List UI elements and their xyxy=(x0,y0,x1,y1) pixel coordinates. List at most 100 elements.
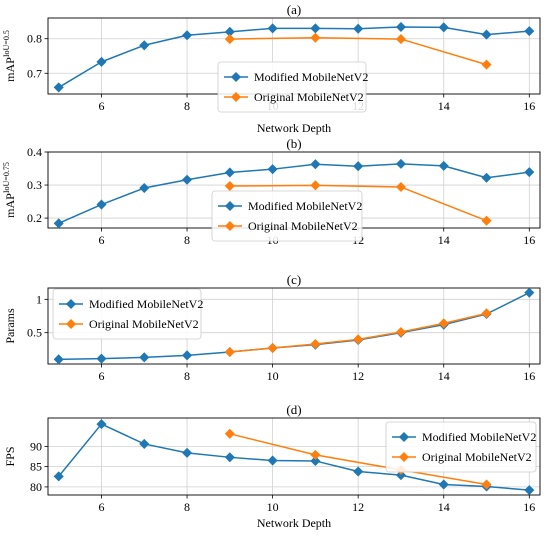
data-point-modified xyxy=(53,82,64,93)
chart-title: (a) xyxy=(287,2,301,17)
y-tick-label: 0.7 xyxy=(27,66,42,80)
data-point-original xyxy=(438,318,449,329)
y-tick-label: 1 xyxy=(36,292,42,306)
data-point-modified xyxy=(395,470,406,481)
x-tick-label: 6 xyxy=(98,233,104,247)
data-point-modified xyxy=(53,354,64,365)
legend-swatch-marker xyxy=(65,298,77,310)
legend-label: Original MobileNetV2 xyxy=(422,450,532,464)
x-tick-label: 6 xyxy=(98,99,104,113)
data-point-modified xyxy=(139,438,150,449)
y-axis-label: mAPIoU=0.75 xyxy=(2,162,17,218)
x-axis-label: Network Depth xyxy=(257,516,331,530)
y-tick-label: 85 xyxy=(30,460,42,474)
x-tick-label: 14 xyxy=(438,369,450,383)
data-point-original xyxy=(395,326,406,338)
x-tick-label: 14 xyxy=(438,500,450,514)
legend-label: Original MobileNetV2 xyxy=(248,219,358,233)
x-tick-label: 10 xyxy=(267,369,279,383)
data-point-original xyxy=(224,346,235,358)
series-line-modified xyxy=(58,423,530,491)
legend: Modified MobileNetV2 Original MobileNetV2 xyxy=(385,421,537,473)
data-point-original xyxy=(353,334,364,345)
data-point-original xyxy=(310,449,321,460)
legend-box xyxy=(211,190,363,242)
y-axis-label-superscript: IoU=0.5 xyxy=(2,30,11,57)
y-axis-label-main: FPS xyxy=(3,446,17,466)
legend-swatch-marker xyxy=(230,71,242,83)
x-tick-label: 8 xyxy=(184,369,190,383)
legend-label: Original MobileNetV2 xyxy=(254,90,364,104)
data-point-modified xyxy=(96,56,107,67)
chart-title: (d) xyxy=(286,402,301,417)
x-tick-label: 14 xyxy=(438,233,450,247)
y-tick-label: 0.5 xyxy=(27,326,42,340)
chart-panel: 6 8 10 12 14 16 0.5 1 (c) Params Modified MobileNe… xyxy=(3,272,541,383)
data-point-original xyxy=(224,34,235,45)
legend-swatch-marker xyxy=(65,318,77,330)
data-point-modified xyxy=(96,419,107,430)
legend-label: Modified MobileNetV2 xyxy=(89,297,203,311)
legend-label: Modified MobileNetV2 xyxy=(422,430,536,444)
data-point-modified xyxy=(310,455,321,466)
data-point-modified xyxy=(96,199,107,210)
x-tick-label: 10 xyxy=(267,500,279,514)
data-point-modified xyxy=(524,287,535,298)
data-point-original xyxy=(395,34,406,45)
data-point-original xyxy=(481,308,492,319)
data-point-modified xyxy=(53,218,64,229)
legend-box xyxy=(217,61,367,113)
legend-swatch-marker xyxy=(224,200,236,212)
data-point-modified xyxy=(353,466,364,477)
x-tick-label: 8 xyxy=(184,233,190,247)
plot-frame xyxy=(47,287,541,365)
series-line-modified xyxy=(58,26,530,89)
legend-swatch-marker xyxy=(398,431,410,443)
x-axis-label: Network Depth xyxy=(257,121,331,135)
legend-swatch-marker xyxy=(230,91,242,103)
data-point-modified xyxy=(224,167,235,178)
y-axis-label: mAPIoU=0.5 xyxy=(2,30,17,82)
x-tick-label: 14 xyxy=(438,99,450,113)
data-point-modified xyxy=(481,29,492,40)
x-tick-label: 16 xyxy=(523,369,535,383)
x-tick-label: 8 xyxy=(184,99,190,113)
y-tick-label: 0.3 xyxy=(27,178,42,192)
data-point-original xyxy=(481,59,492,70)
x-tick-label: 12 xyxy=(352,500,364,514)
legend-label: Modified MobileNetV2 xyxy=(248,199,362,213)
data-point-original xyxy=(481,215,492,226)
data-point-modified xyxy=(524,167,535,178)
data-point-modified xyxy=(182,447,193,458)
series-line-original xyxy=(229,433,487,486)
data-point-original xyxy=(310,180,321,191)
data-point-original xyxy=(395,182,406,193)
y-tick-label: 90 xyxy=(30,439,42,453)
data-point-modified xyxy=(182,174,193,185)
legend-box xyxy=(52,288,202,340)
y-axis-label-superscript: IoU=0.75 xyxy=(2,162,11,193)
data-point-original xyxy=(267,342,278,354)
data-point-modified xyxy=(139,182,150,194)
data-point-modified xyxy=(310,23,321,34)
chart-panel: 68101214160.20.30.4(b)mAPIoU=0.75Modifie… xyxy=(2,136,541,247)
chart-title: (b) xyxy=(286,136,301,151)
x-tick-label: 8 xyxy=(184,500,190,514)
data-point-modified xyxy=(481,172,492,183)
legend: Modified MobileNetV2 Original MobileNetV2 xyxy=(217,61,368,113)
data-point-modified xyxy=(438,22,449,33)
data-point-modified xyxy=(438,479,449,490)
chart-panel: 6 8 10 12 14 16 80 85 90 (d) FPS Network Depth Modif… xyxy=(3,402,541,530)
plot-frame xyxy=(47,417,541,496)
data-point-modified xyxy=(395,158,406,169)
data-point-original xyxy=(224,181,235,192)
legend-label: Original MobileNetV2 xyxy=(89,317,199,331)
y-tick-label: 0.4 xyxy=(27,145,42,159)
data-point-modified xyxy=(438,160,449,171)
y-axis-label-main: Params xyxy=(3,308,17,344)
data-point-modified xyxy=(310,159,321,170)
series-line-original xyxy=(229,184,487,222)
x-tick-label: 6 xyxy=(98,369,104,383)
